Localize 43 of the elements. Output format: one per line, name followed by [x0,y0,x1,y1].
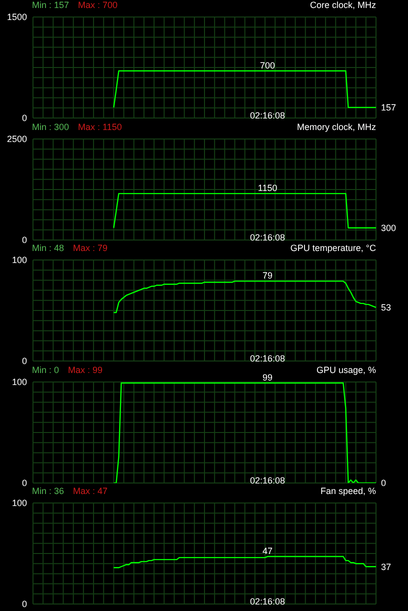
data-label: 0 [381,478,386,488]
y-tick-label: 0 [22,113,27,124]
y-tick-label: 0 [22,599,27,610]
data-label: 700 [260,60,276,70]
y-tick-label: 0 [22,478,27,488]
y-tick-label: 100 [12,498,27,508]
line-series [113,382,377,482]
chart-title: GPU usage, % [316,364,376,374]
line-series [113,556,377,568]
chart-title: GPU temperature, °C [290,243,376,253]
chart-title: Memory clock, MHz [296,122,376,132]
x-tick-label: 02:16:08 [250,354,286,364]
text: Min : 48 [32,243,64,253]
data-label: 300 [381,222,396,233]
data-label: 157 [381,102,396,113]
x-tick-label: 02:16:08 [250,475,286,486]
text: Max : 99 [68,364,103,374]
data-label: 37 [381,562,392,572]
data-label: 53 [381,302,392,313]
text: Max : 1150 [78,122,122,132]
line-series [113,280,377,314]
text: Min : 36 [32,486,64,496]
chart-title: Core clock, MHz [310,0,376,10]
data-label: 79 [262,270,273,281]
data-label: 47 [262,546,273,556]
data-label: 1150 [258,182,278,193]
y-tick-label: 1500 [6,12,27,22]
text: Max : 700 [78,0,118,10]
data-label: 99 [262,372,273,382]
y-tick-label: 100 [12,376,27,387]
x-tick-label: 02:16:08 [250,596,286,607]
x-tick-label: 02:16:08 [250,232,286,242]
text: Max : 47 [73,486,108,496]
x-tick-label: 02:16:08 [250,110,286,121]
text: Min : 0 [32,364,60,374]
text: Min : 300 [32,122,70,132]
text: Min : 157 [32,0,70,10]
text: Max : 79 [73,243,108,253]
y-tick-label: 2500 [6,134,27,144]
chart-title: Fan speed, % [320,486,376,496]
y-tick-label: 100 [12,255,27,266]
y-tick-label: 0 [22,234,27,245]
y-tick-label: 0 [22,356,27,366]
